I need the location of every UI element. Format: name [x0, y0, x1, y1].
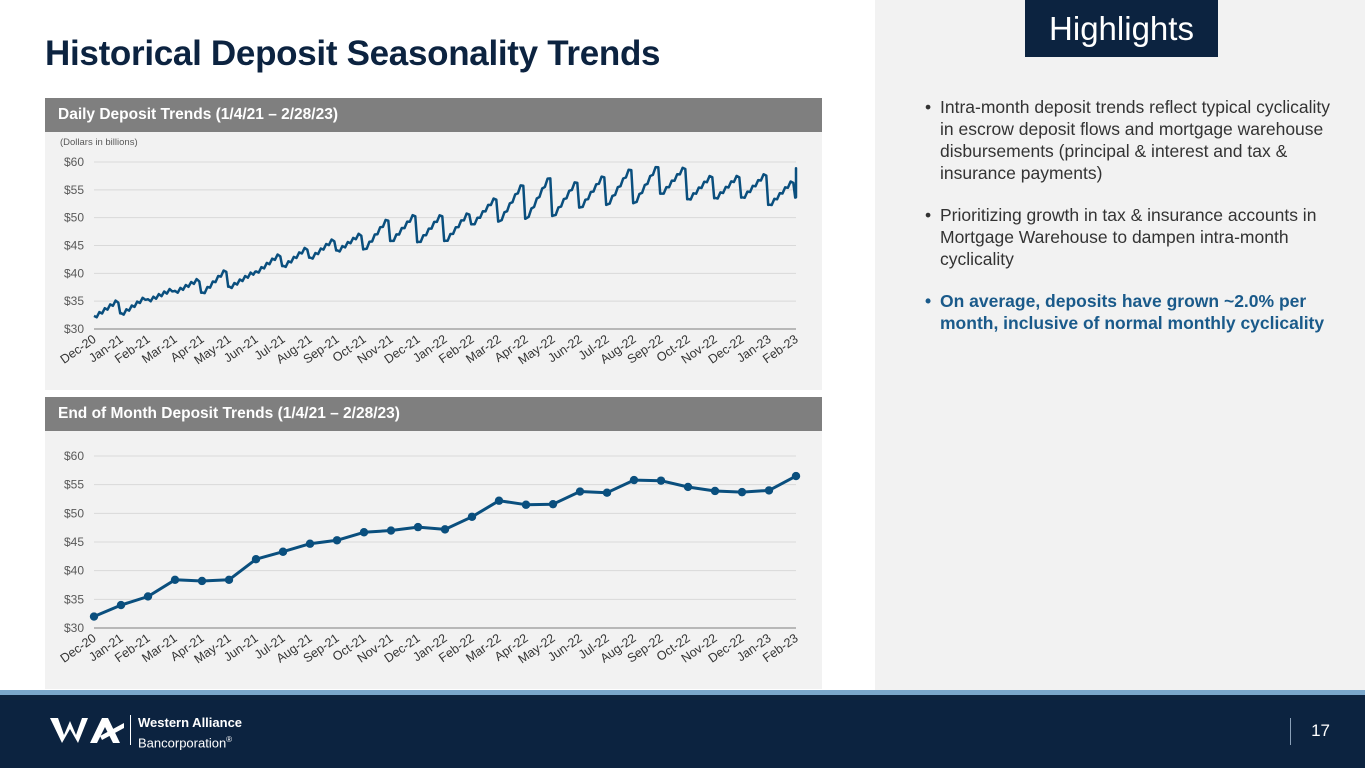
bullet-dot: • — [925, 291, 932, 311]
company-sub: Bancorporation — [138, 735, 227, 751]
eom-data-point — [467, 512, 477, 521]
highlight-bullet: • Prioritizing growth in tax & insurance… — [925, 204, 1335, 270]
eom-data-point — [278, 547, 288, 556]
eom-data-point — [764, 486, 774, 495]
y-tick-label: $50 — [64, 211, 84, 225]
bullet-dot: • — [925, 205, 932, 225]
eom-data-point — [359, 528, 369, 537]
page-number: 17 — [1311, 721, 1330, 740]
eom-data-point — [494, 496, 504, 505]
daily-chart-title: Daily Deposit Trends (1/4/21 – 2/28/23) — [45, 98, 822, 132]
daily-deposit-line — [93, 165, 798, 319]
highlights-list: • Intra-month deposit trends reflect typ… — [925, 96, 1335, 354]
highlights-panel: Highlights • Intra-month deposit trends … — [875, 0, 1365, 690]
highlight-text: Intra-month deposit trends reflect typic… — [940, 97, 1331, 183]
eom-data-point — [548, 499, 558, 509]
units-note: (Dollars in billions) — [60, 137, 138, 148]
page-title: Historical Deposit Seasonality Trends — [45, 34, 661, 73]
y-tick-label: $30 — [64, 621, 84, 635]
highlights-tab: Highlights — [1025, 0, 1218, 57]
eom-data-point — [521, 500, 531, 509]
daily-deposit-panel: Daily Deposit Trends (1/4/21 – 2/28/23) … — [45, 98, 822, 390]
company-name-block: Western Alliance Bancorporation® — [138, 715, 242, 751]
eom-data-point — [332, 536, 342, 545]
eom-data-point — [575, 487, 585, 496]
y-tick-label: $50 — [64, 506, 84, 520]
eom-deposit-chart: $30$35$40$45$50$55$60Dec-20Jan-21Feb-21M… — [58, 449, 801, 666]
eom-data-point — [251, 555, 261, 564]
footer-accent-line — [0, 690, 1365, 695]
y-tick-label: $30 — [64, 322, 84, 336]
footer: Western Alliance Bancorporation® 17 — [0, 695, 1365, 768]
bullet-dot: • — [925, 97, 932, 117]
highlight-bullet: • Intra-month deposit trends reflect typ… — [925, 96, 1335, 184]
eom-deposit-line — [93, 474, 797, 618]
highlight-text: Prioritizing growth in tax & insurance a… — [940, 205, 1317, 269]
y-tick-label: $40 — [64, 266, 84, 280]
company-subname: Bancorporation® — [138, 731, 242, 751]
y-tick-label: $35 — [64, 592, 84, 606]
y-tick-label: $55 — [64, 478, 84, 492]
registered-mark: ® — [226, 735, 233, 744]
eom-data-point — [791, 471, 801, 481]
y-tick-label: $40 — [64, 564, 84, 578]
eom-chart-title: End of Month Deposit Trends (1/4/21 – 2/… — [45, 397, 822, 431]
company-name: Western Alliance — [138, 715, 243, 730]
eom-data-point — [143, 592, 153, 601]
eom-data-point — [710, 486, 720, 496]
eom-deposit-panel: End of Month Deposit Trends (1/4/21 – 2/… — [45, 397, 822, 689]
y-tick-label: $55 — [64, 183, 84, 197]
y-tick-label: $60 — [64, 155, 84, 169]
eom-data-point — [440, 525, 450, 534]
eom-data-point — [116, 600, 126, 610]
eom-data-point — [305, 539, 315, 548]
eom-data-point — [737, 487, 747, 497]
eom-data-point — [89, 612, 99, 621]
eom-data-point — [224, 575, 234, 585]
eom-data-point — [629, 475, 639, 485]
eom-data-point — [413, 522, 423, 532]
logo-divider — [130, 715, 131, 745]
eom-data-point — [197, 576, 207, 586]
y-tick-label: $45 — [64, 239, 84, 253]
y-tick-label: $45 — [64, 535, 84, 549]
highlight-text: On average, deposits have grown ~2.0% pe… — [940, 291, 1325, 333]
highlight-bullet: • On average, deposits have grown ~2.0% … — [925, 290, 1335, 334]
y-tick-label: $60 — [64, 449, 84, 463]
daily-deposit-chart: (Dollars in billions) $30 $35 $40 $45 $50 $55 $… — [58, 137, 801, 367]
eom-data-point — [170, 575, 180, 585]
eom-data-point — [683, 482, 693, 492]
western-alliance-logo-icon — [50, 718, 124, 743]
eom-data-point — [386, 526, 396, 535]
eom-data-point — [656, 476, 666, 485]
page-divider — [1290, 718, 1291, 745]
eom-data-point — [602, 488, 612, 497]
y-tick-label: $35 — [64, 294, 84, 308]
